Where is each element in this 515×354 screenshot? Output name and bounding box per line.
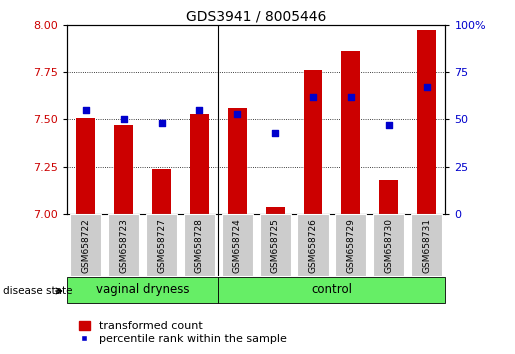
Bar: [184, 214, 215, 276]
Point: [119, 116, 128, 122]
Bar: [335, 214, 366, 276]
Text: GSM658722: GSM658722: [81, 218, 90, 273]
Point: [309, 94, 317, 99]
Text: GSM658728: GSM658728: [195, 218, 204, 273]
Bar: [190, 114, 209, 214]
Text: GSM658727: GSM658727: [157, 218, 166, 273]
Point: [271, 130, 279, 136]
Text: control: control: [312, 284, 352, 296]
Bar: [228, 108, 247, 214]
Bar: [76, 118, 95, 214]
Bar: [108, 214, 139, 276]
Bar: [379, 180, 398, 214]
Point: [82, 107, 90, 113]
Bar: [373, 214, 404, 276]
Text: vaginal dryness: vaginal dryness: [96, 284, 190, 296]
Bar: [303, 70, 322, 214]
Point: [195, 107, 203, 113]
Bar: [266, 207, 285, 214]
Bar: [67, 277, 218, 303]
Bar: [222, 214, 253, 276]
Point: [233, 111, 242, 116]
Bar: [411, 214, 442, 276]
Bar: [146, 214, 177, 276]
Point: [385, 122, 393, 128]
Point: [158, 120, 166, 126]
Text: disease state: disease state: [3, 286, 72, 296]
Bar: [218, 277, 445, 303]
Text: GSM658724: GSM658724: [233, 218, 242, 273]
Legend: transformed count, percentile rank within the sample: transformed count, percentile rank withi…: [79, 321, 287, 344]
Title: GDS3941 / 8005446: GDS3941 / 8005446: [186, 10, 327, 24]
Text: GSM658729: GSM658729: [347, 218, 355, 273]
Bar: [152, 169, 171, 214]
Bar: [260, 214, 290, 276]
Point: [422, 85, 431, 90]
Bar: [71, 214, 101, 276]
Text: GSM658723: GSM658723: [119, 218, 128, 273]
Bar: [341, 51, 360, 214]
Bar: [298, 214, 329, 276]
Text: GSM658725: GSM658725: [271, 218, 280, 273]
Bar: [417, 30, 436, 214]
Text: GSM658731: GSM658731: [422, 218, 431, 273]
Point: [347, 94, 355, 99]
Text: GSM658730: GSM658730: [384, 218, 393, 273]
Text: GSM658726: GSM658726: [308, 218, 317, 273]
Bar: [114, 125, 133, 214]
